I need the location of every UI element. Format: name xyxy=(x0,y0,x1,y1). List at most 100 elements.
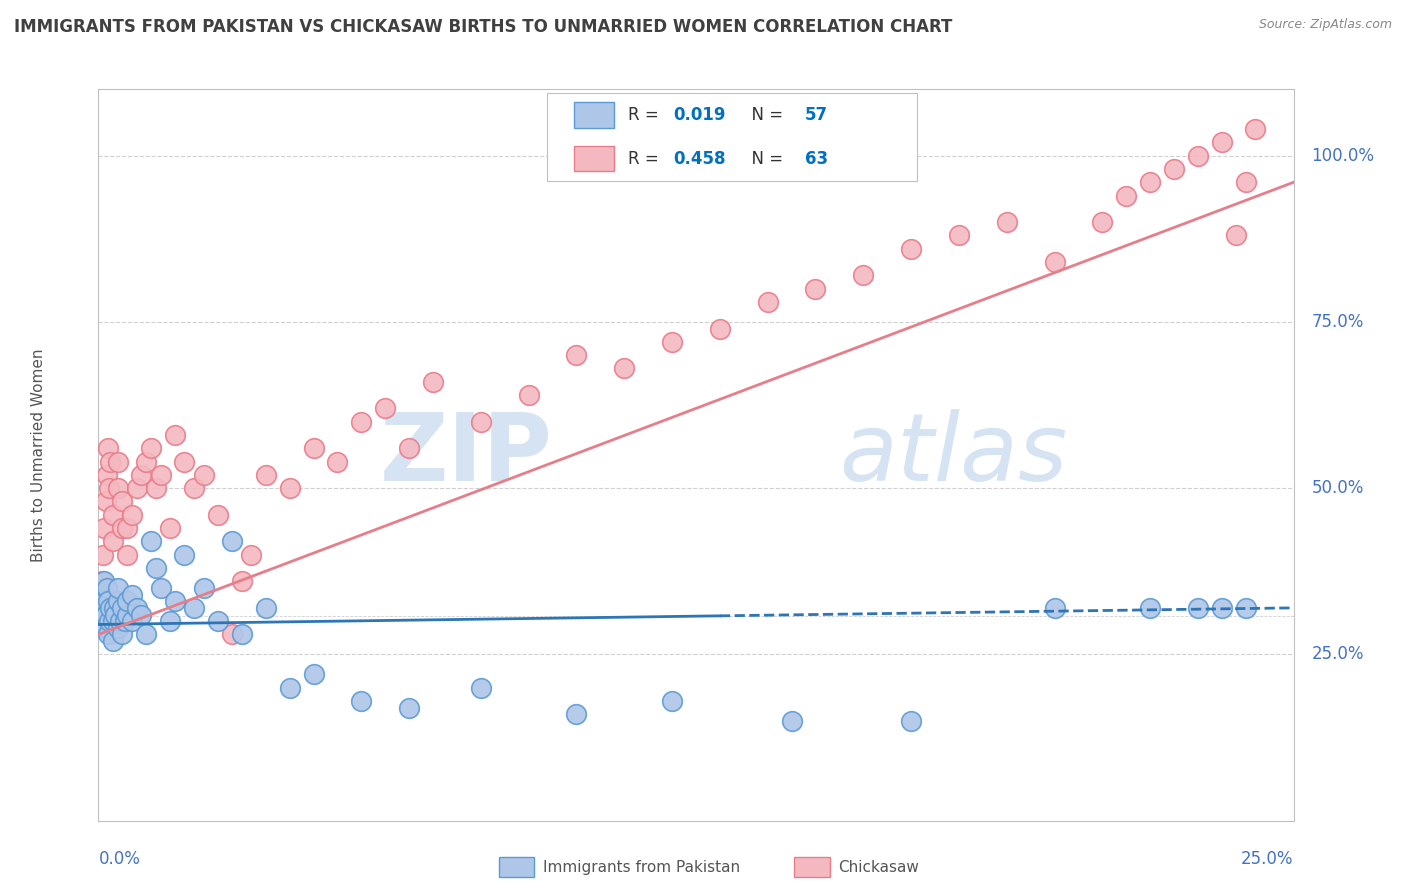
Point xyxy=(900,714,922,728)
Text: Immigrants from Pakistan: Immigrants from Pakistan xyxy=(543,860,740,874)
Point xyxy=(183,600,205,615)
Point xyxy=(231,574,253,589)
Point xyxy=(115,521,138,535)
Point xyxy=(97,627,120,641)
Point xyxy=(94,621,117,635)
Point xyxy=(1139,175,1161,189)
Point xyxy=(278,681,301,695)
Point xyxy=(350,415,373,429)
Point xyxy=(661,694,683,708)
Text: R =: R = xyxy=(628,150,664,168)
Point xyxy=(1187,600,1209,615)
Point xyxy=(231,627,253,641)
Text: 75.0%: 75.0% xyxy=(1312,313,1364,331)
Text: Source: ZipAtlas.com: Source: ZipAtlas.com xyxy=(1258,18,1392,31)
Point xyxy=(103,600,125,615)
Point xyxy=(91,548,114,562)
Point xyxy=(948,228,970,243)
Point xyxy=(93,574,115,589)
Point xyxy=(145,481,167,495)
FancyBboxPatch shape xyxy=(574,102,613,128)
Point xyxy=(326,454,349,468)
Point xyxy=(131,467,153,482)
Point xyxy=(94,607,117,622)
Text: 50.0%: 50.0% xyxy=(1312,479,1364,497)
Point xyxy=(91,588,114,602)
Point xyxy=(101,614,124,628)
Point xyxy=(121,508,143,522)
Point xyxy=(97,481,120,495)
Point xyxy=(159,521,181,535)
Point xyxy=(121,614,143,628)
Point xyxy=(114,614,136,628)
Point xyxy=(221,534,243,549)
Point xyxy=(1234,175,1257,189)
Point xyxy=(278,481,301,495)
Point xyxy=(900,242,922,256)
Text: 57: 57 xyxy=(804,106,828,124)
Point xyxy=(1115,188,1137,202)
Point xyxy=(398,700,420,714)
Point xyxy=(90,600,112,615)
Point xyxy=(139,442,162,456)
Point xyxy=(115,594,138,608)
Point xyxy=(1139,600,1161,615)
Point xyxy=(1043,600,1066,615)
Text: 25.0%: 25.0% xyxy=(1241,850,1294,868)
Point xyxy=(107,621,129,635)
Point xyxy=(709,321,731,335)
Point xyxy=(221,627,243,641)
Text: 100.0%: 100.0% xyxy=(1312,146,1375,165)
Point xyxy=(125,600,148,615)
Point xyxy=(470,415,492,429)
Point xyxy=(101,508,124,522)
Point xyxy=(111,600,134,615)
Point xyxy=(135,454,157,468)
Point xyxy=(1211,136,1233,150)
Point xyxy=(97,594,120,608)
Point xyxy=(193,467,215,482)
Point xyxy=(94,494,117,508)
Point xyxy=(207,508,229,522)
Point xyxy=(104,607,127,622)
Point xyxy=(1043,255,1066,269)
Text: IMMIGRANTS FROM PAKISTAN VS CHICKASAW BIRTHS TO UNMARRIED WOMEN CORRELATION CHAR: IMMIGRANTS FROM PAKISTAN VS CHICKASAW BI… xyxy=(14,18,952,36)
Point xyxy=(125,481,148,495)
Text: 0.019: 0.019 xyxy=(673,106,725,124)
Point xyxy=(96,581,118,595)
Point xyxy=(91,614,114,628)
Point xyxy=(149,581,172,595)
Point xyxy=(517,388,540,402)
Text: 0.458: 0.458 xyxy=(673,150,725,168)
Point xyxy=(207,614,229,628)
Point xyxy=(756,295,779,310)
Point xyxy=(302,667,325,681)
Point xyxy=(350,694,373,708)
Point xyxy=(91,574,114,589)
Point xyxy=(101,634,124,648)
Point xyxy=(995,215,1018,229)
Point xyxy=(107,581,129,595)
Point xyxy=(115,607,138,622)
Text: 0.0%: 0.0% xyxy=(98,850,141,868)
Point xyxy=(173,548,195,562)
Point xyxy=(115,548,138,562)
Point xyxy=(131,607,153,622)
Point xyxy=(240,548,263,562)
Point xyxy=(97,614,120,628)
Point xyxy=(1187,149,1209,163)
Point xyxy=(108,614,131,628)
Point xyxy=(1211,600,1233,615)
Point xyxy=(470,681,492,695)
Point xyxy=(1244,122,1267,136)
Point xyxy=(139,534,162,549)
Text: R =: R = xyxy=(628,106,664,124)
Point xyxy=(374,401,396,416)
Point xyxy=(173,454,195,468)
Point xyxy=(111,521,134,535)
Point xyxy=(422,375,444,389)
Text: N =: N = xyxy=(741,106,789,124)
Point xyxy=(107,481,129,495)
Point xyxy=(107,594,129,608)
Point xyxy=(135,627,157,641)
